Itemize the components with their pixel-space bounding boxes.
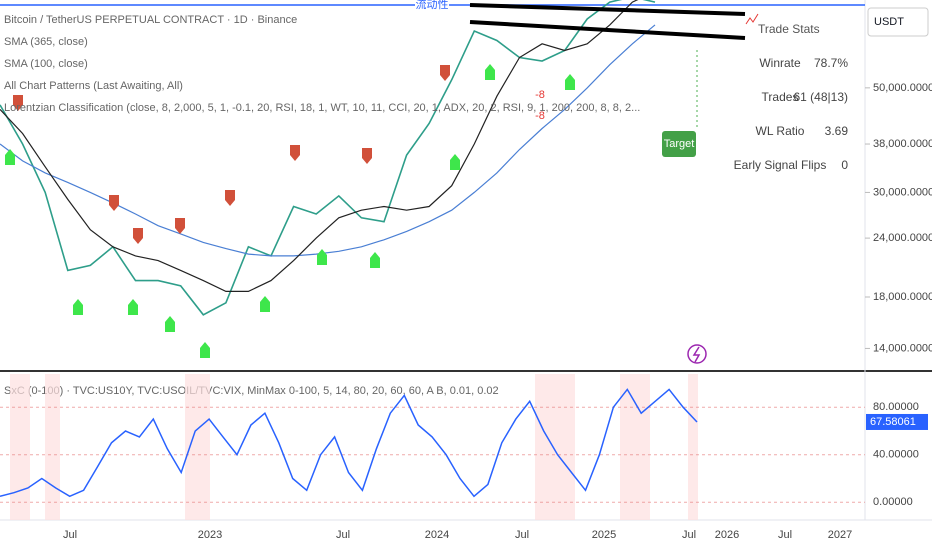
- time-label: Jul: [682, 529, 696, 541]
- sell-signal: [440, 65, 450, 81]
- symbol-title: Bitcoin / TetherUS PERPETUAL CONTRACT · …: [4, 14, 297, 26]
- indicator-label: SMA (365, close): [4, 36, 88, 48]
- time-label: 2024: [425, 529, 449, 541]
- pattern-label: -8: [535, 89, 545, 101]
- sell-signal: [133, 228, 143, 244]
- time-label: Jul: [515, 529, 529, 541]
- risk-zone: [535, 374, 575, 520]
- stat-name: Trades: [762, 90, 799, 104]
- osc-tick-label: 40.00000: [873, 449, 919, 461]
- time-label: 2023: [198, 529, 222, 541]
- price-tick-label: 50,000.00000: [873, 82, 932, 94]
- buy-signal: [485, 64, 495, 80]
- buy-signal: [260, 296, 270, 312]
- sell-signal: [13, 95, 23, 111]
- time-label: 2026: [715, 529, 739, 541]
- oscillator-title: SxC (0-100) · TVC:US10Y, TVC:USOIL/TVC:V…: [4, 385, 499, 397]
- price-line: [0, 0, 639, 292]
- time-label: 2025: [592, 529, 616, 541]
- buy-signal: [165, 316, 175, 332]
- risk-zone: [45, 374, 60, 520]
- indicator-label: All Chart Patterns (Last Awaiting, All): [4, 80, 183, 92]
- sell-signal: [175, 218, 185, 234]
- buy-signal: [565, 74, 575, 90]
- liquidity-label: 流动性: [416, 0, 449, 11]
- sell-signal: [290, 145, 300, 161]
- risk-zone: [620, 374, 650, 520]
- buy-signal: [317, 249, 327, 265]
- stat-name: WL Ratio: [756, 124, 805, 138]
- time-label: Jul: [63, 529, 77, 541]
- stat-name: Winrate: [759, 56, 801, 70]
- risk-zone: [688, 374, 698, 520]
- price-tick-label: 18,000.00000: [873, 291, 932, 303]
- risk-zone: [10, 374, 30, 520]
- pattern-label: -8: [535, 110, 545, 122]
- osc-tick-label: 0.00000: [873, 496, 913, 508]
- buy-signal: [5, 149, 15, 165]
- buy-signal: [450, 154, 460, 170]
- stats-title: Trade Stats: [758, 22, 820, 36]
- buy-signal: [73, 299, 83, 315]
- osc-line: [0, 388, 698, 498]
- buy-signal: [370, 252, 380, 268]
- price-tick-label: 24,000.00000: [873, 232, 932, 244]
- stat-value: 3.69: [825, 124, 849, 138]
- time-label: Jul: [336, 529, 350, 541]
- stat-name: Early Signal Flips: [734, 158, 827, 172]
- osc-tick-label: 80.00000: [873, 401, 919, 413]
- price-line: [0, 0, 656, 316]
- sell-signal: [362, 148, 372, 164]
- current-value: 67.58061: [870, 416, 916, 428]
- indicator-label: SMA (100, close): [4, 58, 88, 70]
- buy-signal: [128, 299, 138, 315]
- indicator-label: Lorentzian Classification (close, 8, 2,0…: [4, 102, 640, 114]
- sell-signal: [109, 195, 119, 211]
- buy-signal: [200, 342, 210, 358]
- stat-value: 78.7%: [814, 56, 848, 70]
- risk-zone: [185, 374, 210, 520]
- time-label: 2027: [828, 529, 852, 541]
- target-label: Target: [664, 138, 695, 150]
- sell-signal: [225, 190, 235, 206]
- current-value-box: [866, 413, 928, 430]
- stat-value: 61 (48|13): [794, 90, 849, 104]
- currency[interactable]: USDT: [874, 16, 904, 28]
- price-tick-label: 38,000.00000: [873, 138, 932, 150]
- price-tick-label: 14,000.00000: [873, 342, 932, 354]
- stat-value: 0: [841, 158, 848, 172]
- price-tick-label: 30,000.00000: [873, 186, 932, 198]
- time-label: Jul: [778, 529, 792, 541]
